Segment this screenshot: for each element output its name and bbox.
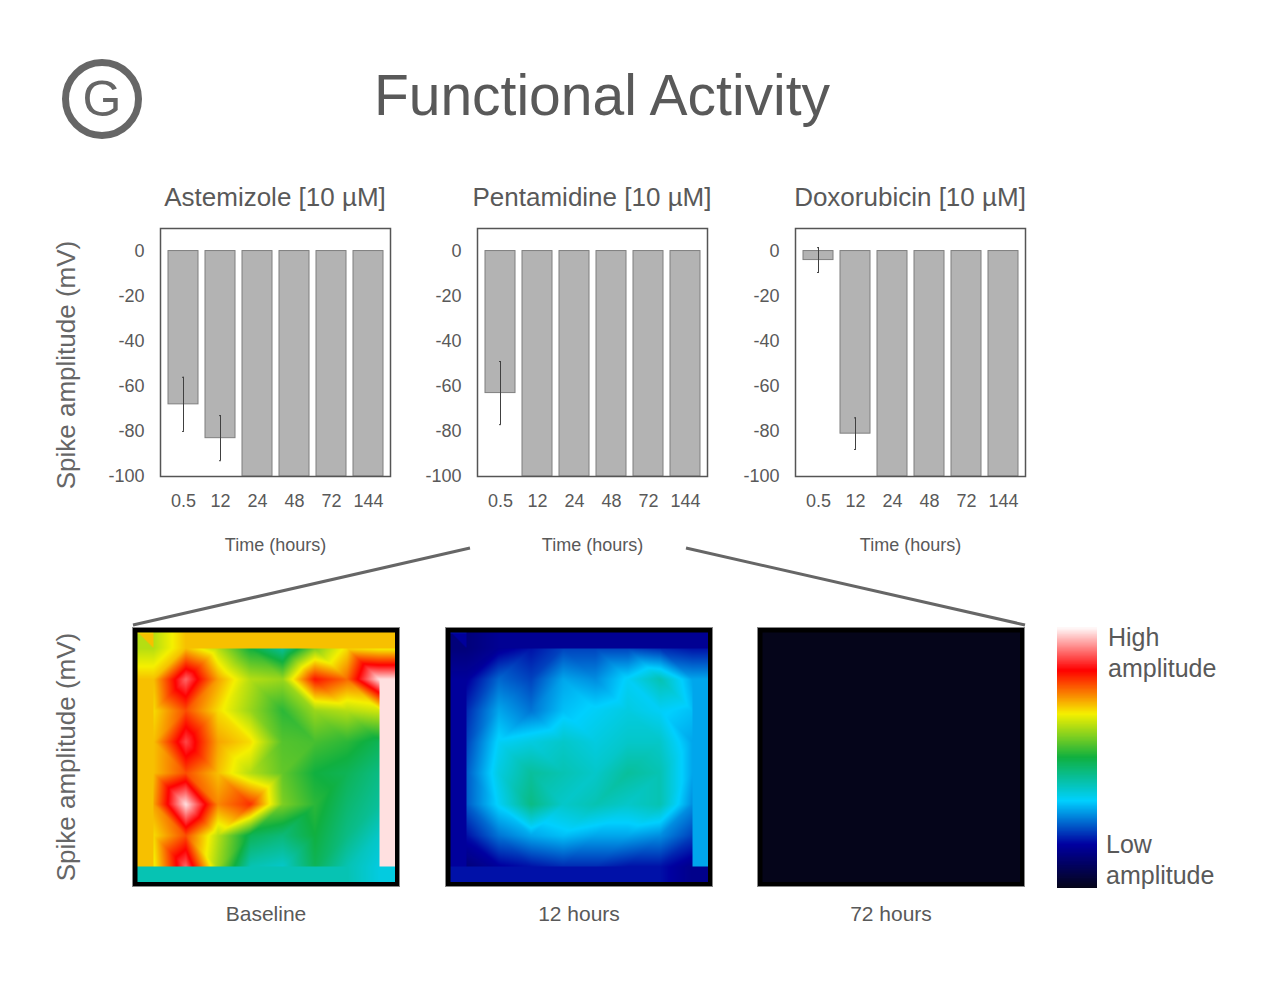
svg-text:0: 0 — [134, 241, 144, 261]
svg-text:144: 144 — [353, 491, 383, 511]
html-text:High amplitude: High amplitude — [1108, 623, 1217, 682]
svg-text:48: 48 — [601, 491, 621, 511]
html-text:Functional Activity: Functional Activity — [373, 63, 831, 127]
svg-text:24: 24 — [882, 491, 902, 511]
svg-text:144: 144 — [670, 491, 700, 511]
html-text:Doxorubicin [10 µM]: Doxorubicin [10 µM] — [794, 182, 1026, 212]
svg-text:72: 72 — [321, 491, 341, 511]
svg-text:-100: -100 — [108, 466, 144, 486]
html-text:Baseline: Baseline — [225, 902, 307, 925]
svg-text:-80: -80 — [753, 421, 779, 441]
svg-text:-40: -40 — [435, 331, 461, 351]
html-text:Spike amplitude (mV): Spike amplitude (mV) — [50, 632, 81, 882]
svg-text:12: 12 — [527, 491, 547, 511]
svg-text:24: 24 — [247, 491, 267, 511]
svg-text:144: 144 — [988, 491, 1018, 511]
html-text:Low amplitude: Low amplitude — [1106, 830, 1215, 889]
svg-text:-80: -80 — [118, 421, 144, 441]
svg-text:-20: -20 — [753, 286, 779, 306]
html-text:Spike amplitude (mV): Spike amplitude (mV) — [50, 240, 81, 490]
html-text:Astemizole [10 µM]: Astemizole [10 µM] — [164, 182, 386, 212]
svg-text:-100: -100 — [425, 466, 461, 486]
svg-text:-60: -60 — [435, 376, 461, 396]
svg-text:-20: -20 — [118, 286, 144, 306]
svg-text:-20: -20 — [435, 286, 461, 306]
svg-text:48: 48 — [284, 491, 304, 511]
svg-text:-100: -100 — [743, 466, 779, 486]
svg-text:0.5: 0.5 — [171, 491, 196, 511]
svg-text:0: 0 — [451, 241, 461, 261]
svg-text:12: 12 — [210, 491, 230, 511]
svg-text:0.5: 0.5 — [806, 491, 831, 511]
svg-text:Time (hours): Time (hours) — [542, 535, 643, 555]
svg-text:0.5: 0.5 — [488, 491, 513, 511]
svg-text:-40: -40 — [753, 331, 779, 351]
svg-text:-40: -40 — [118, 331, 144, 351]
svg-text:72: 72 — [956, 491, 976, 511]
html-text:72 hours: 72 hours — [850, 902, 932, 925]
svg-text:-80: -80 — [435, 421, 461, 441]
html-text:12 hours: 12 hours — [538, 902, 620, 925]
svg-text:-60: -60 — [118, 376, 144, 396]
html-text:G: G — [82, 71, 122, 127]
svg-text:Time (hours): Time (hours) — [860, 535, 961, 555]
svg-text:0: 0 — [769, 241, 779, 261]
svg-text:48: 48 — [919, 491, 939, 511]
svg-text:24: 24 — [564, 491, 584, 511]
svg-text:12: 12 — [845, 491, 865, 511]
html-text:Pentamidine [10 µM]: Pentamidine [10 µM] — [472, 182, 712, 212]
svg-text:72: 72 — [638, 491, 658, 511]
svg-text:-60: -60 — [753, 376, 779, 396]
svg-text:Time (hours): Time (hours) — [225, 535, 326, 555]
